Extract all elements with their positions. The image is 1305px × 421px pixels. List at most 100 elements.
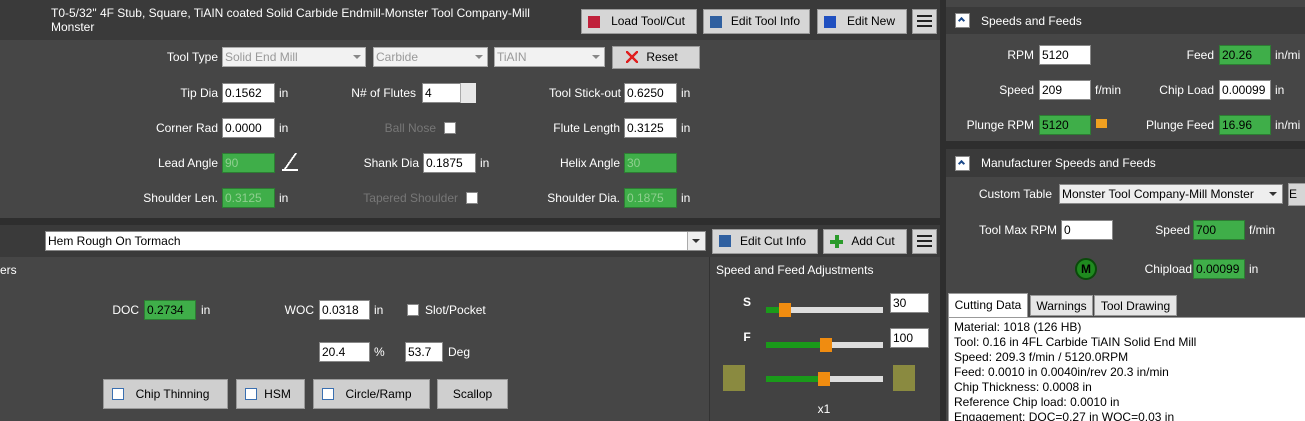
input-field[interactable]: 100 (890, 328, 929, 348)
dropdown-arrow (475, 55, 483, 59)
select[interactable]: Carbide (373, 47, 488, 67)
icon (723, 365, 745, 391)
option-button[interactable]: Chip Thinning (103, 379, 228, 409)
icon (710, 16, 722, 28)
input-field[interactable]: 700 (1193, 220, 1245, 240)
slider-fill (766, 307, 782, 313)
menu-bar (917, 235, 932, 237)
input-field[interactable]: 209 (1039, 80, 1091, 100)
label: Speed (999, 83, 1034, 97)
dropdown-arrow (692, 239, 700, 243)
input-field[interactable]: 0.3125 (624, 118, 677, 138)
cut-select[interactable]: Hem Rough On Tormach (45, 231, 706, 251)
icon (588, 16, 600, 28)
cutting-data-line: Chip Thickness: 0.0008 in (954, 380, 1092, 394)
cutting-data-line: Reference Chip load: 0.0010 in (954, 395, 1120, 409)
checkbox[interactable] (322, 388, 334, 400)
input-field[interactable]: 0.0000 (222, 118, 275, 138)
menu-bar (917, 245, 932, 247)
select[interactable]: Monster Tool Company-Mill Monster (1059, 184, 1283, 204)
select[interactable]: Solid End Mill (222, 47, 366, 67)
angle-icon (282, 153, 298, 171)
input-field[interactable]: 90 (222, 153, 275, 173)
cutting-data-box (948, 317, 1305, 421)
text: Slot/Pocket (425, 303, 486, 317)
label: Shoulder Dia. (547, 191, 620, 205)
option-button[interactable]: Scallop (437, 379, 508, 409)
input-field[interactable]: 0.00099 (1219, 80, 1271, 100)
input-field[interactable]: 30 (624, 153, 677, 173)
collapse-button[interactable] (955, 156, 970, 171)
text: Speed and Feed Adjustments (716, 263, 874, 277)
input-field[interactable]: 0.1875 (423, 153, 476, 173)
slider-thumb[interactable] (820, 338, 832, 352)
tab[interactable]: Cutting Data (948, 293, 1028, 318)
cutting-data-line: Material: 1018 (126 HB) (954, 320, 1082, 334)
slider-thumb[interactable] (818, 372, 830, 386)
input-field[interactable]: 0.0318 (319, 300, 370, 320)
input-field[interactable]: 30 (890, 293, 929, 313)
plus-icon (830, 235, 843, 248)
unit: Deg (448, 345, 471, 359)
unit: in (279, 121, 289, 135)
text: Speeds and Feeds (981, 14, 1082, 28)
checkbox[interactable] (112, 388, 124, 400)
icon (1096, 119, 1107, 128)
reset-icon (626, 51, 638, 63)
input-field[interactable]: 16.96 (1219, 115, 1271, 135)
label: F (743, 330, 751, 344)
checkbox[interactable] (444, 122, 456, 134)
label: S (742, 295, 751, 309)
tool-title: T0-5/32" 4F Stub, Square, TiAIN coated S… (51, 6, 530, 34)
unit: in (201, 303, 211, 317)
input-field[interactable]: 0.6250 (624, 83, 677, 103)
multiplier: x1 (817, 402, 831, 416)
checkbox[interactable] (245, 388, 257, 400)
checkbox[interactable] (407, 304, 419, 316)
label: Tool Max RPM (978, 223, 1057, 237)
label: Corner Rad (155, 121, 218, 135)
unit: % (374, 345, 385, 359)
label: Shank Dia (363, 156, 419, 170)
menu-bar (917, 25, 932, 27)
button[interactable]: Load Tool/Cut (581, 9, 697, 34)
label: Chipload (1144, 262, 1192, 276)
dropdown-arrow (592, 55, 600, 59)
input-field[interactable]: 0.3125 (222, 188, 275, 208)
checkbox[interactable] (466, 192, 478, 204)
unit: in (279, 191, 289, 205)
cutting-data-line: Engagement: DOC=0.27 in WOC=0.03 in (954, 410, 1175, 421)
input-field[interactable]: 20.4 (319, 342, 370, 362)
input-field[interactable]: 5120 (1039, 45, 1091, 65)
unit: in (279, 86, 289, 100)
tab[interactable]: Warnings (1030, 295, 1093, 316)
input-field[interactable]: 0.2734 (144, 300, 196, 320)
select[interactable]: TiAIN (494, 47, 605, 67)
input-field[interactable]: 53.7 (405, 342, 443, 362)
manufacturer-header (946, 149, 1305, 177)
slider-thumb[interactable] (779, 303, 791, 317)
label: Plunge RPM (966, 118, 1034, 132)
input-field[interactable]: 0.1562 (222, 83, 275, 103)
text: Manufacturer Speeds and Feeds (981, 156, 1156, 170)
input-field[interactable]: 5120 (1039, 115, 1091, 135)
button[interactable]: E (1288, 183, 1305, 206)
slider-track[interactable] (766, 307, 883, 313)
spinner (460, 83, 476, 103)
collapse-button[interactable] (955, 13, 970, 28)
text: ers (0, 263, 17, 277)
label: Feed (1186, 48, 1214, 62)
unit: in/mi (1275, 48, 1301, 62)
input-field[interactable]: 0.1875 (624, 188, 677, 208)
tab[interactable]: Tool Drawing (1094, 295, 1177, 316)
label: Plunge Feed (1145, 118, 1214, 132)
unit: in (681, 121, 691, 135)
input-field[interactable]: 0.00099 (1193, 259, 1245, 279)
input-field[interactable]: 0 (1061, 220, 1113, 240)
menu-button[interactable] (912, 229, 937, 254)
option-button[interactable]: HSM (236, 379, 305, 409)
label: Custom Table (978, 187, 1052, 201)
unit: f/min (1249, 223, 1276, 237)
input-field[interactable]: 20.26 (1219, 45, 1271, 65)
